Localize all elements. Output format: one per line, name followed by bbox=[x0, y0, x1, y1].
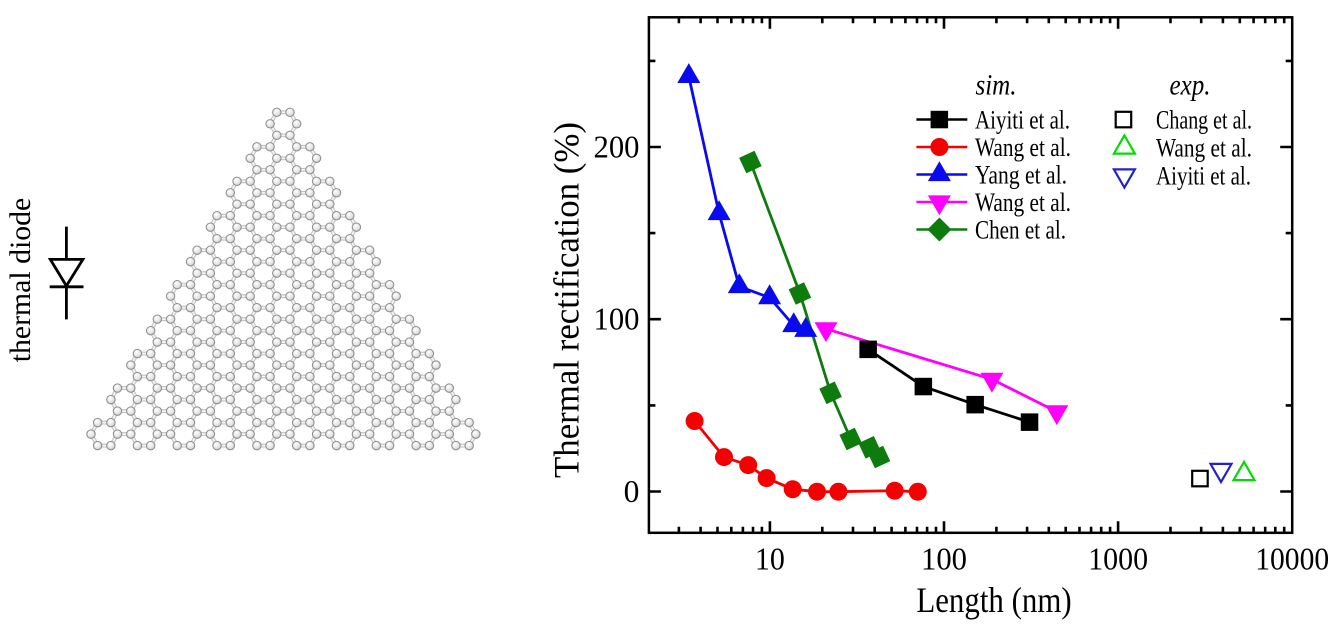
svg-text:Thermal rectification (%): Thermal rectification (%) bbox=[547, 122, 587, 478]
svg-text:thermal diode: thermal diode bbox=[5, 198, 37, 363]
svg-text:Wang et al.: Wang et al. bbox=[1156, 132, 1252, 162]
svg-text:exp.: exp. bbox=[1170, 69, 1211, 102]
svg-text:100: 100 bbox=[921, 542, 967, 577]
svg-text:200: 200 bbox=[594, 129, 640, 164]
svg-text:0: 0 bbox=[624, 474, 640, 509]
svg-text:Aiyiti et al.: Aiyiti et al. bbox=[975, 104, 1070, 134]
svg-text:Wang et al.: Wang et al. bbox=[975, 187, 1071, 217]
svg-text:10: 10 bbox=[755, 542, 785, 577]
svg-text:Chang et al.: Chang et al. bbox=[1156, 104, 1252, 134]
svg-text:Aiyiti et al.: Aiyiti et al. bbox=[1156, 160, 1251, 190]
svg-text:Yang et al.: Yang et al. bbox=[975, 159, 1067, 189]
svg-text:Chen et al.: Chen et al. bbox=[975, 214, 1066, 244]
svg-text:Wang et al.: Wang et al. bbox=[975, 132, 1071, 162]
svg-text:sim.: sim. bbox=[976, 69, 1017, 102]
svg-text:100: 100 bbox=[594, 302, 640, 337]
svg-text:1000: 1000 bbox=[1088, 542, 1148, 577]
svg-text:Length (nm): Length (nm) bbox=[916, 580, 1071, 620]
svg-text:10000: 10000 bbox=[1255, 542, 1329, 577]
